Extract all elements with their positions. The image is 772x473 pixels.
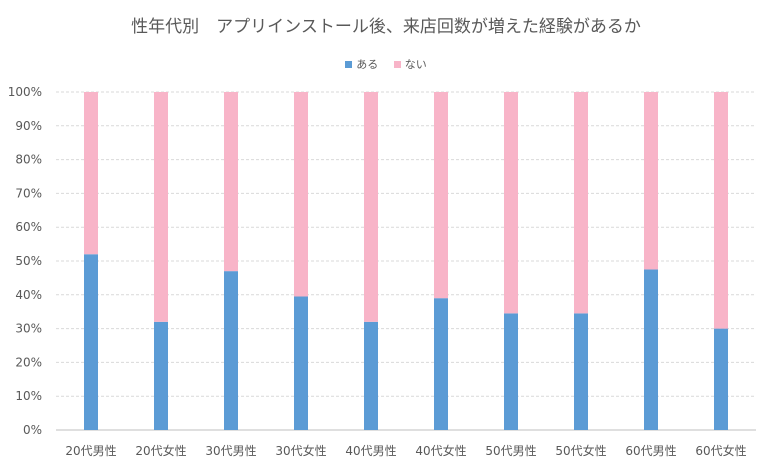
y-tick-label: 100% xyxy=(8,85,42,99)
y-tick-label: 20% xyxy=(15,355,42,369)
bar-nai xyxy=(294,92,308,297)
bar-aru xyxy=(364,321,378,430)
y-tick-label: 60% xyxy=(15,220,42,234)
x-tick-label: 30代男性 xyxy=(205,444,256,458)
bar-aru xyxy=(154,321,168,430)
bar-nai xyxy=(504,92,518,314)
legend-item-nai: ない xyxy=(393,56,427,72)
x-tick-label: 50代女性 xyxy=(555,443,606,458)
y-tick-label: 10% xyxy=(15,389,42,403)
legend-label-aru: ある xyxy=(356,58,379,71)
bar-nai xyxy=(574,92,588,314)
y-tick-label: 0% xyxy=(23,423,42,437)
x-tick-label: 20代女性 xyxy=(135,443,186,458)
y-tick-label: 50% xyxy=(15,254,42,268)
legend-label-nai: ない xyxy=(404,58,427,71)
legend-swatch-nai xyxy=(393,60,401,68)
legend-item-aru: ある xyxy=(345,56,378,72)
y-tick-label: 80% xyxy=(15,153,42,167)
bar-aru xyxy=(294,296,308,430)
x-tick-label: 40代女性 xyxy=(415,443,466,458)
y-tick-label: 90% xyxy=(15,119,42,133)
bar-nai xyxy=(434,92,448,299)
x-tick-label: 60代女性 xyxy=(695,443,746,458)
bar-nai xyxy=(84,92,98,255)
chart-title: 性年代別 アプリインストール後、来店回数が増えた経験があるか xyxy=(131,17,641,37)
x-tick-label: 50代男性 xyxy=(485,444,536,458)
bar-aru xyxy=(84,254,98,430)
x-tick-label: 40代男性 xyxy=(345,444,396,458)
legend: ある ない xyxy=(0,56,772,72)
bar-aru xyxy=(504,313,518,430)
x-tick-label: 60代男性 xyxy=(625,444,676,458)
y-tick-label: 30% xyxy=(15,322,42,336)
bar-aru xyxy=(434,298,448,430)
bar-nai xyxy=(644,92,658,270)
legend-swatch-aru xyxy=(345,60,353,68)
y-tick-label: 40% xyxy=(15,288,42,302)
x-tick-label: 30代女性 xyxy=(275,443,326,458)
bar-nai xyxy=(224,92,238,272)
y-tick-label: 70% xyxy=(15,186,42,200)
bar-nai xyxy=(714,92,728,329)
bar-aru xyxy=(574,313,588,430)
bar-aru xyxy=(644,269,658,430)
bar-aru xyxy=(714,328,728,430)
x-tick-label: 20代男性 xyxy=(65,444,116,458)
bar-nai xyxy=(154,92,168,322)
bar-aru xyxy=(224,271,238,430)
bar-nai xyxy=(364,92,378,322)
